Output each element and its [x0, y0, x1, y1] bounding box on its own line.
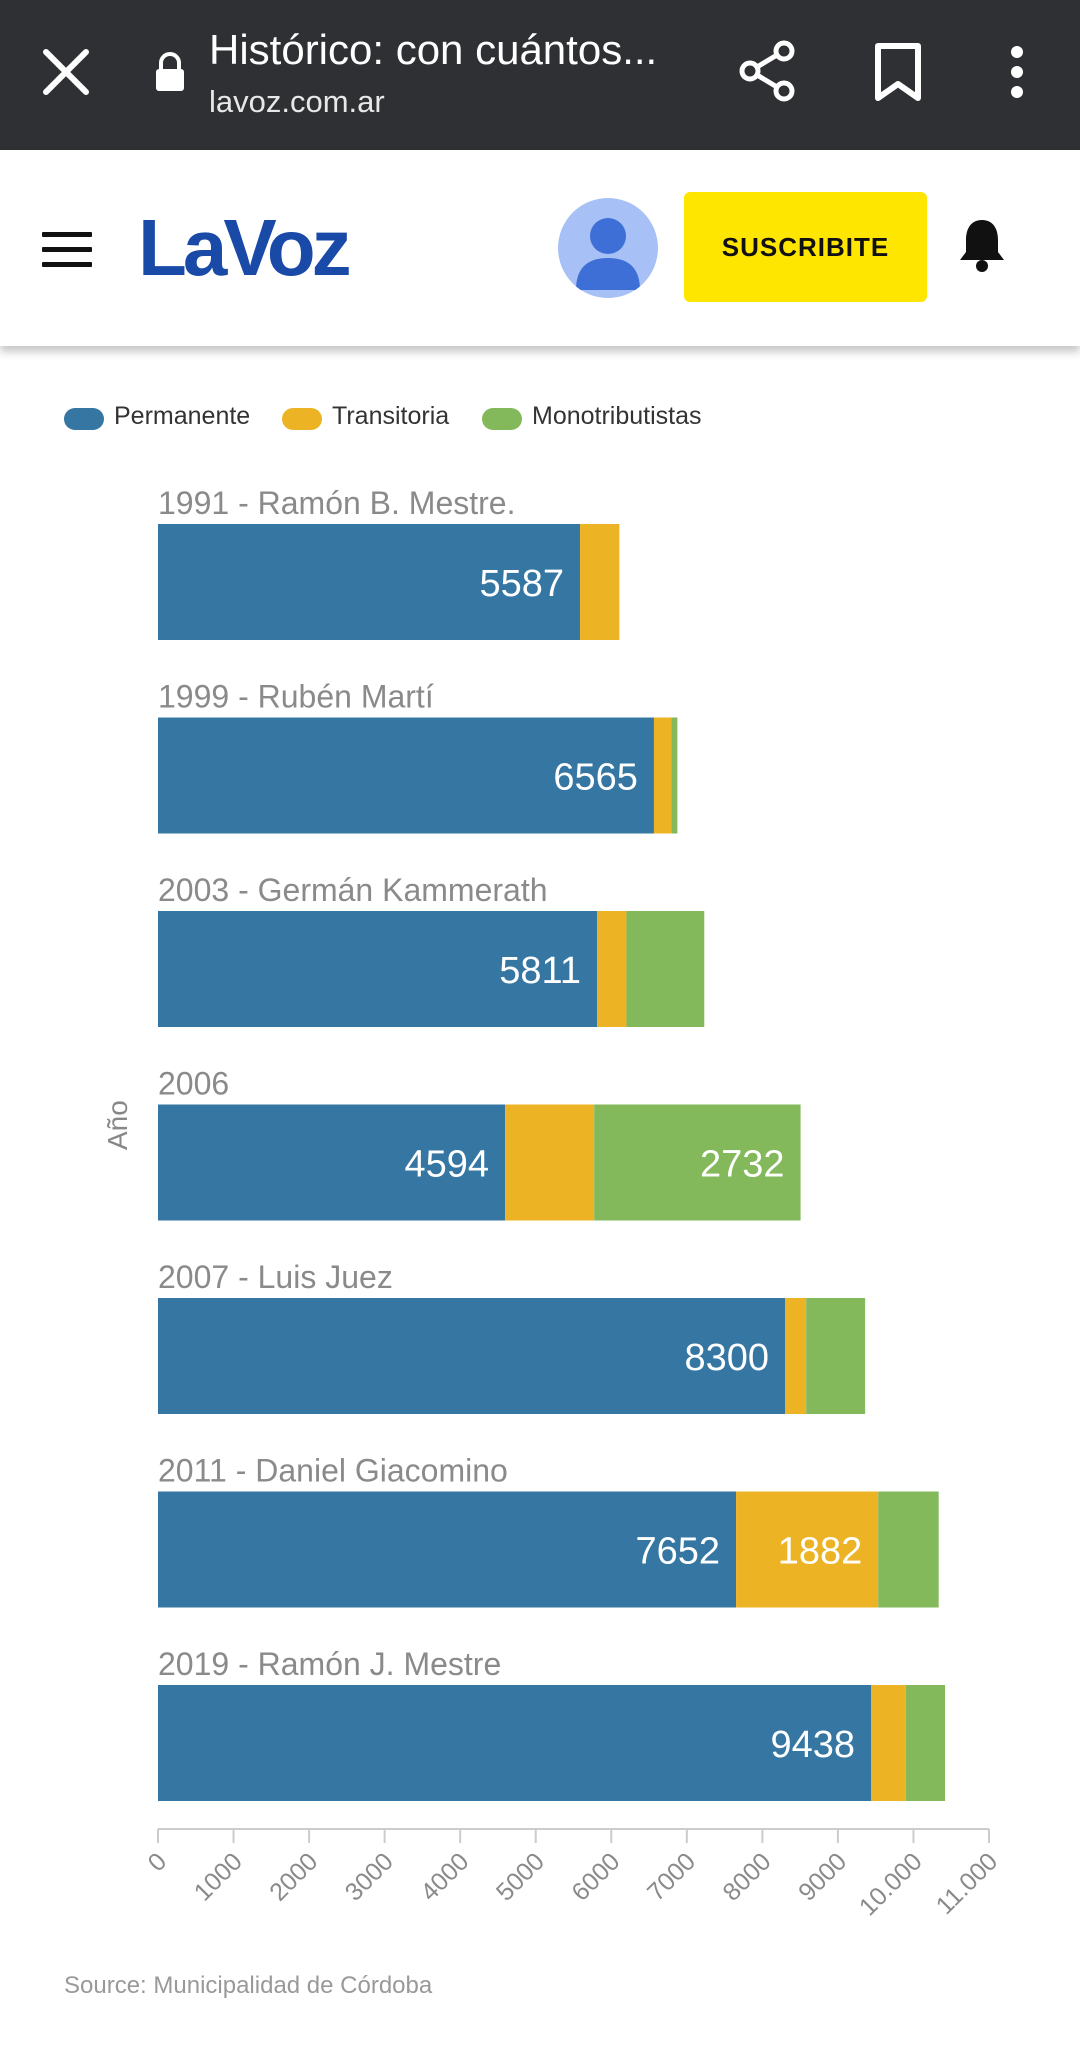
- close-icon[interactable]: [38, 44, 94, 100]
- bar-segment[interactable]: [580, 524, 620, 640]
- legend-label: Monotributistas: [532, 402, 702, 430]
- data-label: 4594: [405, 1144, 490, 1186]
- legend-swatch: [282, 408, 322, 430]
- x-tick-label: 10.000: [854, 1847, 928, 1921]
- data-label: 2732: [700, 1144, 785, 1186]
- site-logo[interactable]: LaVoz: [138, 203, 352, 292]
- page-title[interactable]: Histórico: con cuántos...: [209, 26, 658, 73]
- bell-icon[interactable]: [956, 216, 1008, 274]
- legend-swatch: [482, 408, 522, 430]
- category-label: 2003 - Germán Kammerath: [158, 872, 548, 908]
- bookmark-icon[interactable]: [872, 42, 924, 102]
- legend-swatch: [64, 408, 104, 430]
- bar-segment[interactable]: [505, 1104, 595, 1221]
- bar-segment[interactable]: [158, 1685, 871, 1801]
- bar-segment[interactable]: [158, 1298, 786, 1414]
- bar-segment[interactable]: [905, 1685, 946, 1801]
- page-url[interactable]: lavoz.com.ar: [209, 84, 385, 119]
- menu-icon[interactable]: [42, 232, 92, 268]
- bar-segment[interactable]: [626, 911, 705, 1027]
- bar-segment[interactable]: [158, 911, 597, 1027]
- bar-segment[interactable]: [158, 1104, 506, 1221]
- y-axis-title: Año: [102, 1100, 133, 1150]
- bar-segment[interactable]: [870, 1685, 906, 1801]
- category-label: 2007 - Luis Juez: [158, 1259, 393, 1295]
- x-tick-label: 2000: [264, 1847, 323, 1906]
- legend-label: Permanente: [114, 402, 251, 430]
- x-tick-label: 9000: [793, 1847, 852, 1906]
- x-tick-label: 1000: [189, 1847, 248, 1906]
- data-label: 1882: [778, 1531, 863, 1573]
- data-label: 8300: [684, 1337, 769, 1379]
- stacked-bar-chart: 1991 - Ramón B. Mestre. 5587 1999 - Rubén …: [143, 485, 1004, 1921]
- category-label: 2011 - Daniel Giacomino: [158, 1453, 508, 1489]
- bar-segment[interactable]: [594, 1104, 801, 1221]
- data-label: 6565: [553, 757, 638, 799]
- data-label: 5811: [499, 950, 581, 992]
- bar-segment[interactable]: [596, 911, 627, 1027]
- subscribe-button[interactable]: SUSCRIBITE: [684, 192, 927, 302]
- avatar-icon[interactable]: [558, 198, 658, 298]
- x-tick-label: 5000: [491, 1847, 550, 1906]
- bar-segment[interactable]: [158, 524, 581, 640]
- bar-segment[interactable]: [785, 1298, 807, 1414]
- x-tick-label: 0: [143, 1847, 173, 1877]
- legend-label: Transitoria: [332, 402, 450, 430]
- category-label: 2019 - Ramón J. Mestre: [158, 1646, 501, 1682]
- bar-segment[interactable]: [806, 1298, 866, 1414]
- more-vert-icon[interactable]: [1000, 44, 1034, 100]
- x-tick-label: 8000: [717, 1847, 776, 1906]
- bar-segment[interactable]: [158, 1491, 737, 1608]
- lock-icon: [156, 52, 184, 91]
- category-label: 2006: [158, 1066, 229, 1102]
- bar-segment[interactable]: [878, 1491, 939, 1608]
- share-icon[interactable]: [738, 40, 796, 102]
- x-tick-label: 6000: [566, 1847, 625, 1906]
- x-tick-label: 4000: [415, 1847, 474, 1906]
- x-tick-label: 7000: [642, 1847, 701, 1906]
- category-label: 1999 - Rubén Martí: [158, 679, 434, 715]
- browser-toolbar: Histórico: con cuántos... lavoz.com.ar: [0, 0, 1080, 150]
- site-header: LaVoz SUSCRIBITE: [0, 150, 1080, 346]
- bar-segment[interactable]: [671, 717, 678, 834]
- chart-source: Source: Municipalidad de Córdoba: [64, 1972, 433, 1999]
- data-label: 7652: [636, 1531, 721, 1573]
- data-label: 5587: [480, 563, 565, 605]
- bar-segment[interactable]: [653, 717, 672, 834]
- bar-segment[interactable]: [736, 1491, 879, 1608]
- category-label: 1991 - Ramón B. Mestre.: [158, 485, 515, 521]
- bar-segment[interactable]: [158, 717, 654, 834]
- x-tick-label: 11.000: [931, 1847, 1004, 1920]
- x-tick-label: 3000: [340, 1847, 399, 1906]
- data-label: 9438: [770, 1724, 855, 1766]
